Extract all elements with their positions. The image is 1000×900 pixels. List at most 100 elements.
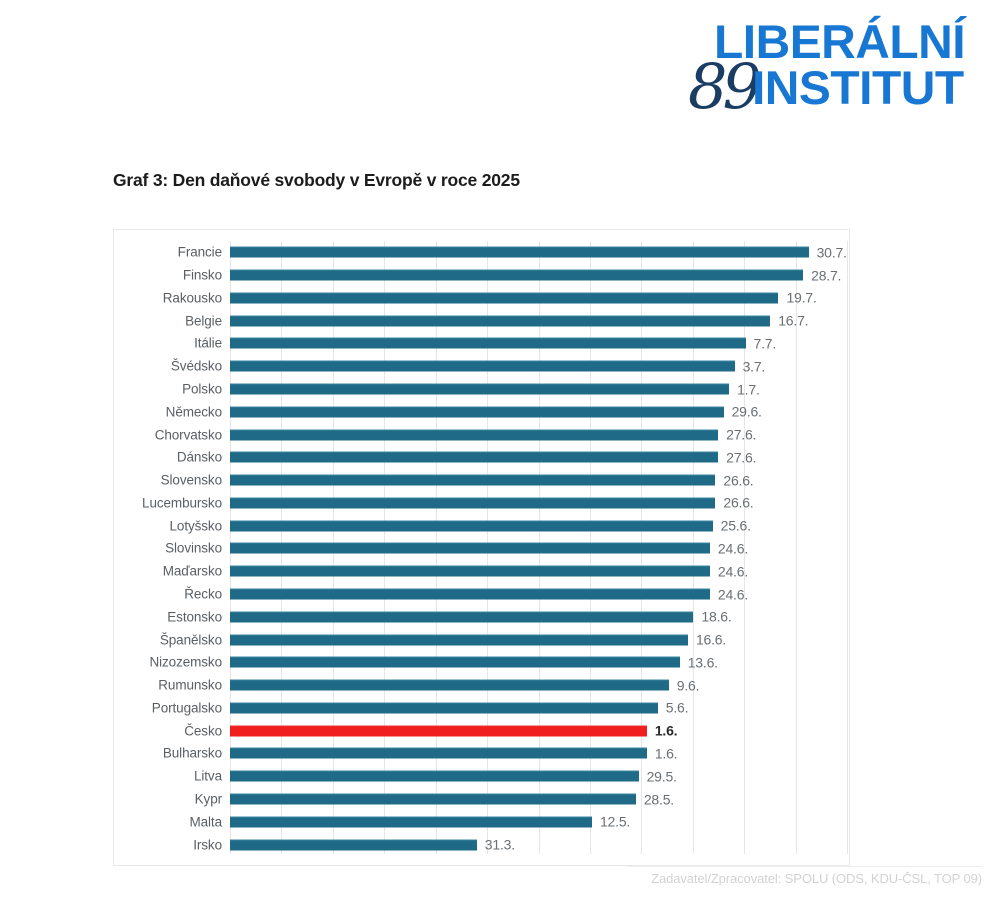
bar-row: Polsko 1.7.: [182, 378, 845, 401]
bar-row-label: Lotyšsko: [169, 518, 223, 534]
bar-container: 24.6.: [230, 540, 748, 556]
bar: [230, 269, 804, 281]
bar: [230, 337, 746, 349]
bar-container: 9.6.: [230, 677, 700, 694]
bar-row-label: Bulharsko: [162, 745, 222, 761]
bar-row-label: Česko: [184, 723, 222, 739]
bar-container: 13.6.: [230, 654, 718, 670]
bar-row: Portugalsko 5.6.: [152, 697, 845, 720]
bar-row: Slovensko 26.6.: [161, 469, 845, 492]
bar-container: 25.6.: [230, 517, 751, 534]
bar-rows: Francie 30.7. Finsko 28.7. Rakousko 19.7. Belg…: [142, 241, 847, 856]
bar-value-label: 24.6.: [717, 586, 749, 603]
bar-value-label: 1.6.: [654, 745, 678, 762]
bar-row-label: Finsko: [182, 267, 222, 283]
bar-row: Lucembursko 26.6.: [142, 492, 845, 515]
bar-row: Řecko 24.6.: [184, 583, 845, 606]
bar-container: 29.5.: [230, 768, 677, 784]
bar: [230, 588, 710, 600]
bar-value-label: 25.6.: [720, 517, 751, 534]
bar-row-label: Rumunsko: [158, 677, 222, 693]
bar: [230, 542, 710, 554]
bar-value-label: 26.6.: [723, 472, 754, 489]
bar-value-label: 28.7.: [811, 267, 842, 284]
bar-row-label: Nizozemsko: [149, 654, 222, 670]
bar-row: Malta 12.5.: [189, 810, 845, 833]
bar-value-label: 12.5.: [599, 813, 631, 830]
bar-row: Lotyšsko 25.6.: [170, 514, 845, 537]
bar-row: Belgie 16.7.: [185, 309, 845, 332]
bar-container: 24.6.: [230, 563, 749, 580]
bar-row: Německo 29.6.: [166, 400, 845, 423]
bar-value-label: 5.6.: [665, 699, 689, 716]
bar: [230, 793, 636, 805]
bar-row-label: Slovensko: [160, 472, 222, 488]
bar-container: 7.7.: [230, 335, 777, 352]
bar-row: Finsko 28.7.: [183, 264, 845, 287]
bar-container: 29.6.: [230, 403, 762, 420]
bar-container: 19.7.: [230, 289, 817, 306]
bar-row: Španělsko 16.6.: [160, 628, 845, 651]
bar-row: Švédsko 3.7.: [171, 355, 845, 378]
bar-row-label: Irsko: [193, 837, 222, 853]
plot-area: Francie 30.7. Finsko 28.7. Rakousko 19.7. Belg…: [142, 241, 848, 856]
bar-row-label: Rakousko: [162, 290, 222, 306]
bar: [230, 839, 477, 851]
liberalni-institut-logo: 89 LIBERÁLNÍ INSTITUT: [686, 14, 966, 126]
bar-row-label: Chorvatsko: [154, 427, 222, 443]
bar: [230, 611, 694, 623]
bar-row-label: Portugalsko: [151, 700, 222, 716]
chart-panel: Francie 30.7. Finsko 28.7. Rakousko 19.7. Belg…: [113, 229, 850, 866]
bar: [230, 360, 735, 372]
bar-row: Dánsko 27.6.: [177, 446, 845, 469]
bar-container: 26.6.: [230, 472, 754, 489]
bar: [230, 747, 647, 759]
bar: [230, 383, 730, 395]
bar-row-label: Litva: [193, 768, 222, 784]
bar-row-label: Francie: [177, 244, 222, 260]
bar-row-label: Estonsko: [167, 609, 222, 625]
bar-row: Francie 30.7.: [178, 241, 847, 264]
bar-container: 5.6.: [230, 699, 689, 716]
footer-divider: [627, 866, 982, 867]
bar-container: 18.6.: [230, 609, 732, 625]
bar-row: Litva 29.5.: [194, 765, 845, 788]
bar-row-label: Řecko: [184, 586, 222, 602]
bar-container: 27.6.: [230, 449, 756, 465]
bar-value-label: 19.7.: [786, 289, 817, 306]
bar-highlighted: [230, 725, 647, 737]
bar: [230, 520, 713, 532]
bar-value-label: 30.7.: [816, 244, 847, 261]
bar-container: 31.3.: [230, 837, 515, 853]
bar-container: 12.5.: [230, 813, 631, 830]
bar-row-label: Švédsko: [170, 358, 222, 374]
bar-value-label: 24.6.: [717, 563, 749, 580]
bar-row: Irsko 31.3.: [193, 833, 845, 856]
bar: [230, 816, 592, 828]
bar-row: Itálie 7.7.: [194, 332, 845, 355]
bar-row: Nizozemsko 13.6.: [149, 651, 845, 674]
bar-row: Maďarsko 24.6.: [163, 560, 845, 583]
bar-row: Slovinsko 24.6.: [165, 537, 845, 560]
bar-row: Rakousko 19.7.: [163, 287, 845, 310]
bar-row-label: Malta: [189, 814, 222, 830]
bar-row: Rumunsko 9.6.: [158, 674, 845, 697]
bar-row-label: Belgie: [185, 313, 222, 329]
chart-title: Graf 3: Den daňové svobody v Evropě v ro…: [113, 170, 520, 190]
bar-container: 28.5.: [230, 791, 674, 807]
bar-value-label: 29.6.: [731, 403, 762, 420]
bar-row: Bulharsko 1.6.: [163, 742, 845, 765]
bar-row-label: Německo: [165, 404, 222, 420]
footer-attribution: Zadavatel/Zpracovatel: SPOLU (ODS, KDU-Č…: [651, 871, 982, 886]
bar-value-label: 3.7.: [742, 358, 766, 375]
logo-text-institut: INSTITUT: [752, 61, 964, 114]
bar-value-label: 9.6.: [676, 677, 700, 694]
bar-value-label: 7.7.: [753, 335, 777, 352]
bar-row: Česko 1.6.: [184, 719, 845, 742]
bar-container: 30.7.: [230, 244, 847, 261]
bar-row-label: Dánsko: [176, 449, 222, 465]
bar-value-label: 1.7.: [737, 381, 760, 398]
bar: [230, 406, 724, 418]
bar: [230, 656, 680, 668]
bar-row-label: Itálie: [194, 335, 222, 351]
